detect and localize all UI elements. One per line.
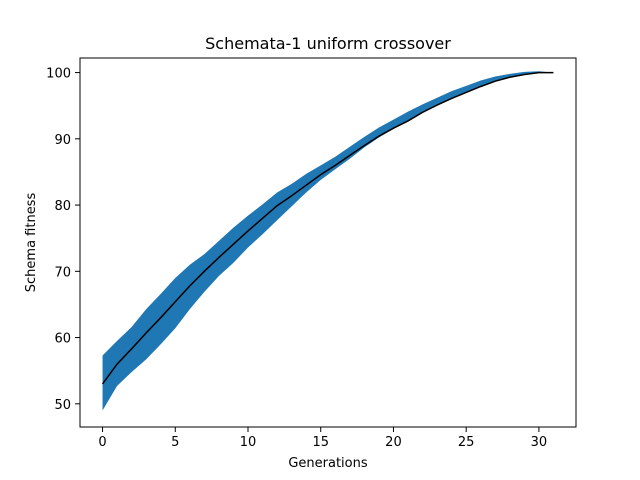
- y-tick-label: 60: [54, 332, 71, 347]
- x-tick-label: 5: [171, 435, 179, 450]
- y-axis-label: Schema fitness: [24, 193, 39, 293]
- band-area: [102, 71, 554, 411]
- y-tick-label: 90: [54, 133, 71, 148]
- y-tick-label: 100: [46, 67, 71, 82]
- x-axis-label: Generations: [288, 456, 368, 471]
- x-tick-label: 30: [531, 435, 548, 450]
- x-tick-label: 15: [312, 435, 329, 450]
- x-axis: 0 5 10 15 20 25 30: [98, 427, 547, 450]
- x-tick-label: 25: [458, 435, 475, 450]
- mean-line: [101, 71, 554, 385]
- y-tick-label: 80: [54, 199, 71, 214]
- chart-title: Schemata-1 uniform crossover: [205, 34, 451, 53]
- y-tick-label: 70: [54, 265, 71, 280]
- y-tick-label: 50: [54, 398, 71, 413]
- y-axis: 50 60 70 80 90 100: [46, 67, 80, 413]
- plot-area: [101, 71, 554, 411]
- x-tick-label: 10: [240, 435, 257, 450]
- x-tick-label: 20: [385, 435, 402, 450]
- axes-frame: [79, 57, 577, 428]
- x-tick-label: 0: [98, 435, 106, 450]
